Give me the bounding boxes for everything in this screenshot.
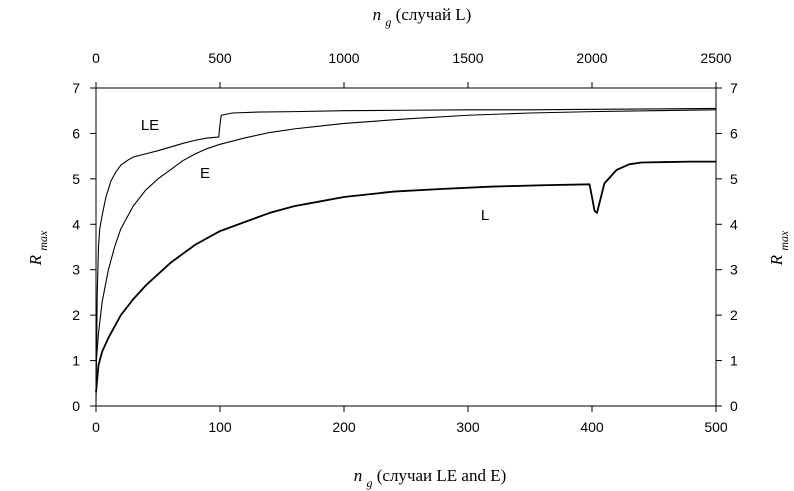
right-tick-label: 0 [730,398,738,414]
bottom-axis-title-rest: (случаи LE and E) [377,466,507,485]
top-tick-label: 1500 [452,50,483,66]
top-tick-label: 1000 [328,50,359,66]
top-axis-title-var: n [373,5,382,24]
series-line-le [96,108,716,401]
left-tick-label: 3 [72,262,80,278]
top-tick-label: 2000 [576,50,607,66]
top-tick-label: 2500 [700,50,731,66]
left-tick-label: 7 [72,80,80,96]
bottom-axis-title-var: n [354,466,363,485]
series-label-le: LE [141,117,159,134]
bottom-tick-label: 0 [92,419,100,435]
right-tick-label: 4 [730,216,738,232]
left-tick-label: 6 [72,125,80,141]
series-line-e [96,110,716,365]
top-axis-title: n g (случай L) [373,5,472,30]
series-label-e: E [200,165,210,182]
right-tick-label: 5 [730,171,738,187]
series-line-l [96,162,716,393]
top-axis-title-sub: g [385,15,391,29]
right-tick-label: 2 [730,307,738,323]
bottom-tick-label: 200 [332,419,356,435]
series-label-l: L [481,207,489,224]
right-tick-label: 7 [730,80,738,96]
right-tick-label: 6 [730,125,738,141]
bottom-axis-title-sub: g [367,476,373,490]
bottom-tick-label: 100 [208,419,232,435]
right-tick-label: 1 [730,353,738,369]
bottom-tick-label: 500 [704,419,728,435]
left-axis-title-var: R [26,254,45,266]
left-axis-title: R max [26,230,50,266]
right-axis-title-var: R [767,254,786,266]
top-tick-label: 0 [92,50,100,66]
plot-frame [96,88,716,406]
left-tick-label: 4 [72,216,80,232]
left-tick-label: 1 [72,353,80,369]
left-tick-label: 0 [72,398,80,414]
top-axis-title-rest: (случай L) [396,5,472,24]
right-axis-title-sub: max [777,230,791,251]
bottom-axis-title: n g (случаи LE and E) [354,466,507,491]
left-tick-label: 5 [72,171,80,187]
right-tick-label: 3 [730,262,738,278]
left-tick-label: 2 [72,307,80,323]
right-axis-title: R max [767,230,791,266]
bottom-tick-label: 300 [456,419,480,435]
top-tick-label: 500 [208,50,232,66]
left-axis-title-sub: max [36,230,50,251]
bottom-tick-label: 400 [580,419,604,435]
